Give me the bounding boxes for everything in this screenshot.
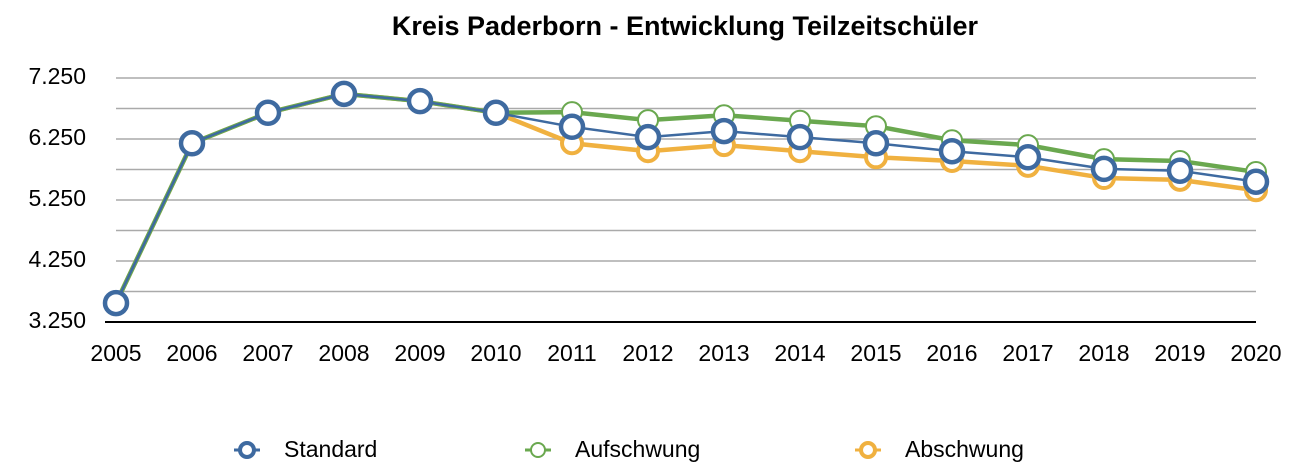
series-line (113, 91, 1257, 305)
x-tick-label: 2013 (698, 340, 749, 366)
y-tick-label: 6.250 (28, 124, 86, 150)
point-marker (1166, 157, 1194, 184)
point-marker (862, 130, 890, 157)
point-marker (178, 130, 206, 157)
legend-label: Aufschwung (575, 436, 700, 462)
series-line (113, 91, 1257, 305)
x-tick-label: 2011 (547, 340, 596, 366)
point-marker (330, 80, 358, 108)
x-tick-label: 2016 (926, 340, 977, 366)
point-marker (254, 99, 282, 127)
chart-title: Kreis Paderborn - Entwicklung Teilzeitsc… (392, 11, 979, 41)
y-tick-label: 5.250 (28, 185, 86, 211)
series-line (114, 92, 1257, 304)
x-tick-label: 2018 (1078, 340, 1129, 366)
x-tick-label: 2009 (394, 340, 445, 366)
x-tick-label: 2006 (166, 340, 217, 366)
legend-label: Standard (284, 436, 377, 462)
x-tick-label: 2014 (774, 340, 825, 366)
point-marker (558, 113, 586, 141)
x-tick-label: 2010 (470, 340, 521, 366)
y-tick-label: 7.250 (28, 63, 86, 89)
point-marker (634, 123, 662, 151)
x-tick-label: 2020 (1230, 340, 1281, 366)
x-tick-label: 2012 (622, 340, 673, 366)
point-marker (1090, 155, 1118, 183)
legend-marker (859, 441, 877, 459)
x-tick-label: 2005 (90, 340, 141, 366)
point-marker (406, 87, 434, 115)
x-tick-label: 2019 (1154, 340, 1205, 366)
x-tick-label: 2015 (850, 340, 901, 366)
point-marker (1014, 144, 1042, 171)
x-tick-label: 2017 (1002, 340, 1053, 366)
point-marker (938, 137, 966, 165)
legend-label: Abschwung (905, 436, 1024, 462)
x-tick-label: 2008 (318, 340, 369, 366)
y-tick-label: 3.250 (28, 307, 86, 333)
legend-marker (530, 442, 546, 458)
point-marker (786, 123, 814, 151)
legend-marker (238, 441, 256, 459)
point-marker (1242, 168, 1270, 195)
point-marker (102, 289, 130, 317)
y-tick-label: 4.250 (28, 246, 86, 272)
point-marker (710, 117, 738, 145)
x-tick-label: 2007 (242, 340, 293, 366)
point-marker (482, 99, 510, 127)
